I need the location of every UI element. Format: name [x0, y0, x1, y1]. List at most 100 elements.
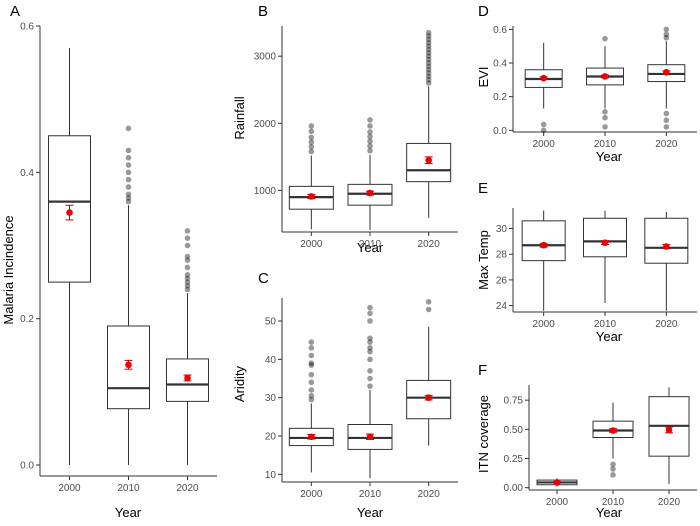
panel-d-x-title: Year: [596, 149, 623, 164]
panel-c: C Aridity Year 10 20 30 40 50 2000 2010 2020: [232, 270, 458, 520]
panel-d-y-tick-label: 0.2: [493, 92, 507, 103]
panel-b-outlier-2010: [367, 138, 373, 145]
panel-b-outlier-2020: [425, 60, 432, 66]
panel-f-x-tick-label: 2010: [602, 497, 625, 508]
panel-b-x-tick-label: 2010: [359, 239, 382, 250]
panel-c-outlier-2020: [425, 306, 432, 313]
panel-b-x-title: Year: [357, 240, 384, 255]
panel-c-outlier-2000: [308, 345, 315, 351]
panel-a-outlier-2010: [125, 198, 132, 205]
panel-c-outlier-2000: [308, 362, 315, 368]
panel-a-outlier-2010: [125, 125, 132, 132]
panel-a-mean-2000: [66, 209, 73, 216]
panel-c-outlier-2010: [367, 356, 373, 363]
panel-e-x-tick-label: 2010: [594, 319, 617, 330]
panel-e-mean-2000: [540, 241, 547, 249]
panel-c-outlier-2000: [308, 387, 315, 393]
panel-e-y-tick-label: 28: [496, 250, 508, 261]
panel-e-y-tick-label: 24: [496, 301, 508, 312]
panel-c-mean-2000: [308, 433, 315, 441]
panel-a-outlier-2020: [184, 275, 191, 282]
panel-b-outlier-2010: [367, 123, 373, 129]
panel-e-y-tick-label: 26: [496, 275, 508, 286]
panel-d-outlier-2000: [540, 121, 547, 128]
panel-a-outlier-2010: [125, 195, 132, 201]
panel-b-outlier-2000: [308, 143, 315, 150]
panel-e-y-title: Max Temp: [476, 230, 491, 290]
panel-c-x-tick-label: 2020: [418, 489, 441, 500]
panel-a-outlier-2020: [184, 286, 191, 293]
panel-b-outlier-2010: [367, 148, 373, 154]
panel-d-outlier-2020: [663, 117, 670, 124]
panel-d-outlier-2020: [663, 124, 670, 130]
panel-e-box-2010: [583, 217, 627, 258]
panel-a-outlier-2020: [184, 279, 191, 285]
panel-b-outlier-2000: [308, 123, 315, 129]
panel-f-y-tick-label: 0.25: [504, 454, 524, 465]
panel-b-outlier-2020: [425, 36, 432, 43]
panel-b-outlier-2020: [425, 63, 432, 70]
panel-b-outlier-2020: [425, 33, 432, 39]
panel-d-y-tick-label: 0.6: [493, 25, 507, 36]
panel-f-y-tick-label: 0.00: [504, 483, 524, 494]
panel-b-outlier-2020: [425, 39, 432, 46]
panel-d-mean-2020: [663, 68, 670, 76]
panel-b-outlier-2010: [367, 117, 373, 123]
panel-a-outlier-2010: [125, 176, 132, 183]
panel-f-x-tick-label: 2000: [546, 497, 569, 508]
panel-a-mean-2010: [125, 361, 132, 369]
panel-b-outlier-2020: [425, 53, 432, 59]
panel-c-outlier-2010: [367, 318, 373, 324]
panel-c-outlier-2000: [308, 396, 315, 403]
panel-c-outlier-2010: [367, 375, 373, 382]
panel-c-y-title: Aridity: [232, 365, 247, 402]
panel-b-x-tick-label: 2000: [300, 239, 323, 250]
panel-a-outlier-2010: [125, 147, 132, 154]
panel-c-y-tick-label: 30: [265, 393, 277, 404]
panel-d-outlier-2020: [663, 110, 670, 117]
panel-b-y-tick-label: 2000: [254, 119, 277, 130]
panel-b-outlier-2020: [425, 76, 432, 83]
panel-d-outlier-2020: [663, 34, 670, 41]
panel-c-y-tick-label: 40: [265, 355, 277, 366]
panel-c-x-tick-label: 2010: [359, 489, 382, 500]
panel-f-mean-2020: [665, 426, 673, 434]
panel-e-letter: E: [478, 180, 488, 197]
panel-b-mean-2010: [366, 189, 374, 197]
panel-b-outlier-2000: [308, 128, 315, 135]
panel-a-outlier-2020: [184, 253, 191, 260]
panel-c-outlier-2000: [308, 360, 315, 366]
panel-d-y-tick-label: 0.4: [493, 59, 507, 70]
panel-b-outlier-2020: [425, 43, 432, 49]
panel-a-outlier-2020: [184, 228, 191, 234]
panel-f-y-tick-label: 0.50: [504, 425, 524, 436]
panel-c-outlier-2000: [308, 371, 315, 378]
panel-d-x-tick-label: 2000: [533, 139, 556, 150]
panel-b-outlier-2020: [425, 80, 432, 86]
panel-c-y-tick-label: 10: [265, 470, 277, 481]
panel-c-outlier-2000: [308, 339, 315, 345]
panel-c-y-tick-label: 50: [265, 317, 277, 328]
panel-b-outlier-2020: [425, 66, 432, 73]
panel-a-outlier-2020: [184, 264, 191, 271]
panel-c-letter: C: [258, 270, 269, 287]
panel-b-y-tick-label: 1000: [254, 186, 277, 197]
panel-a-outlier-2020: [184, 242, 191, 249]
panel-c-outlier-2010: [367, 304, 373, 311]
panel-a-x-tick-label: 2010: [117, 483, 140, 494]
panel-b-outlier-2010: [367, 143, 373, 149]
panel-f-mean-2010: [609, 427, 617, 434]
panel-b-mean-2000: [308, 193, 315, 200]
panel-a-outlier-2020: [184, 271, 191, 278]
panel-c-outlier-2010: [367, 368, 373, 374]
panel-a-x-tick-label: 2000: [58, 483, 81, 494]
panel-c-outlier-2010: [367, 348, 373, 355]
panel-f-mean-2000: [553, 479, 561, 486]
panel-e-y-tick-label: 30: [496, 224, 508, 235]
panel-a-y-tick-label: 0.6: [20, 22, 34, 33]
panel-b-outlier-2010: [367, 133, 373, 140]
panel-b-outlier-2000: [308, 139, 315, 145]
panel-a-mean-2020: [184, 374, 191, 382]
panel-f-y-title: ITN coverage: [476, 395, 491, 473]
panel-e: E Max Temp Year 24 26 28 30 2000 2010 2020: [476, 180, 697, 344]
